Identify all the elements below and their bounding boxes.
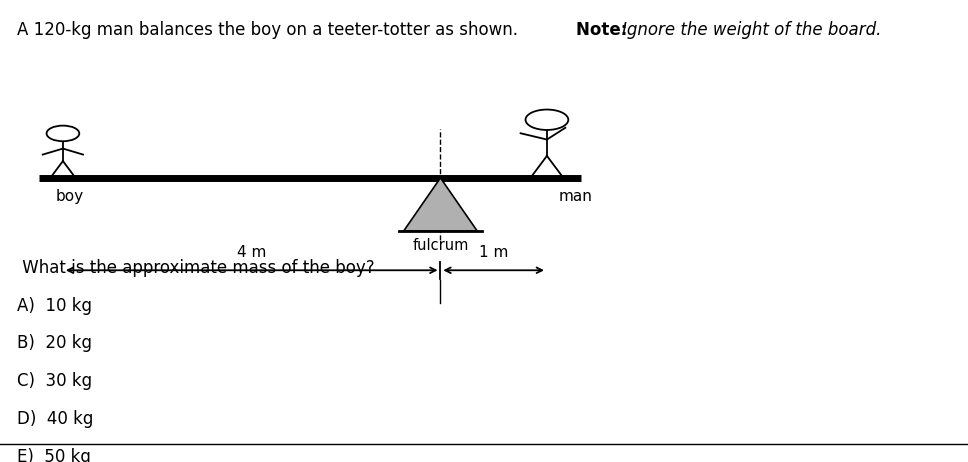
Text: Ignore the weight of the board.: Ignore the weight of the board. — [622, 21, 882, 39]
Text: C)  30 kg: C) 30 kg — [17, 372, 93, 390]
Text: Note:: Note: — [576, 21, 633, 39]
Text: man: man — [559, 189, 592, 204]
Text: B)  20 kg: B) 20 kg — [17, 334, 92, 353]
Text: D)  40 kg: D) 40 kg — [17, 410, 94, 428]
Text: boy: boy — [55, 189, 83, 204]
Text: 4 m: 4 m — [237, 245, 266, 260]
Polygon shape — [404, 178, 477, 231]
Text: A 120-kg man balances the boy on a teeter-totter as shown.: A 120-kg man balances the boy on a teete… — [17, 21, 529, 39]
Text: A)  10 kg: A) 10 kg — [17, 297, 92, 315]
Text: What is the approximate mass of the boy?: What is the approximate mass of the boy? — [17, 259, 375, 277]
Text: 1 m: 1 m — [479, 245, 508, 260]
Text: E)  50 kg: E) 50 kg — [17, 448, 91, 462]
Text: fulcrum: fulcrum — [412, 238, 469, 253]
